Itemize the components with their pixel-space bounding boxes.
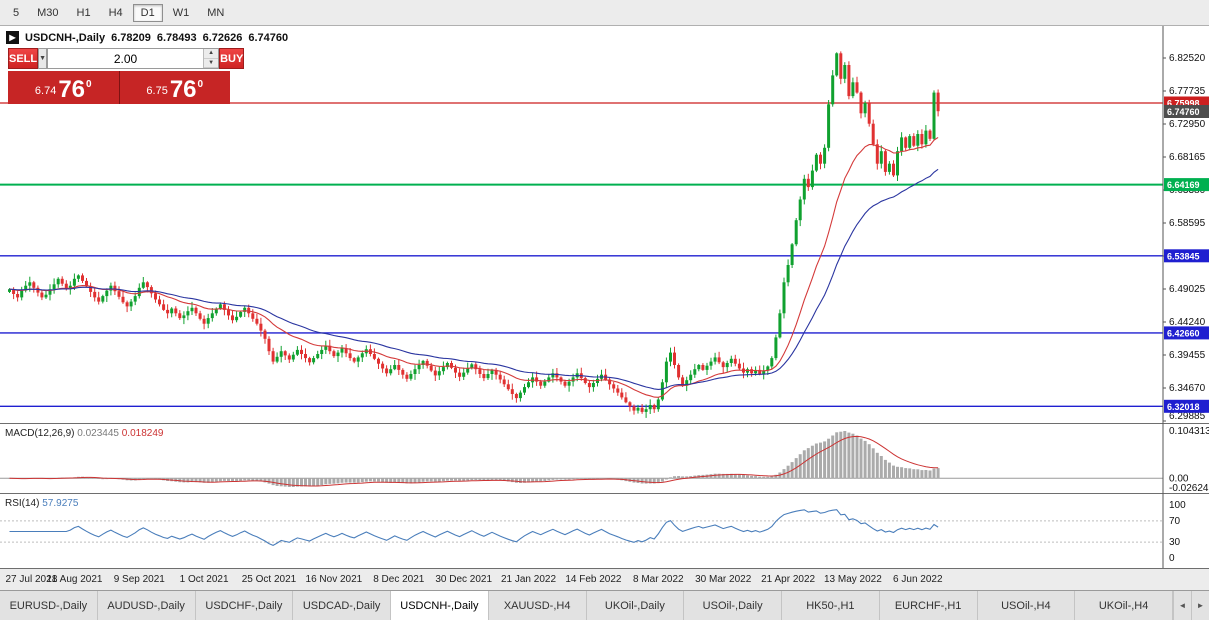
volume-field: ▲ ▼ bbox=[47, 48, 220, 69]
volume-up-button[interactable]: ▲ bbox=[204, 49, 219, 59]
svg-text:25 Oct 2021: 25 Oct 2021 bbox=[242, 574, 297, 585]
svg-text:21 Apr 2022: 21 Apr 2022 bbox=[761, 574, 815, 585]
svg-text:70: 70 bbox=[1169, 516, 1181, 527]
chevron-down-icon: ▼ bbox=[39, 55, 47, 62]
macd-panel: 0.104313 0.00-0.026249 MACD(12,26,9) 0.023… bbox=[0, 423, 1209, 493]
buy-price-big: 76 bbox=[169, 76, 197, 104]
one-click-panel-toggle-icon[interactable]: ▶ bbox=[6, 31, 19, 44]
symbol-tab-usdcad-daily[interactable]: USDCAD-,Daily bbox=[293, 591, 391, 620]
volume-down-button[interactable]: ▼ bbox=[204, 58, 219, 68]
ohlc-open: 6.78209 bbox=[111, 31, 151, 44]
volume-spinner: ▲ ▼ bbox=[203, 49, 219, 68]
timeframe-button-5[interactable]: 5 bbox=[5, 4, 27, 22]
svg-text:6.29885: 6.29885 bbox=[1169, 411, 1206, 422]
symbol-tab-usoil-h4[interactable]: USOil-,H4 bbox=[978, 591, 1076, 620]
svg-text:1 Oct 2021: 1 Oct 2021 bbox=[180, 574, 229, 585]
svg-text:100: 100 bbox=[1169, 500, 1186, 511]
svg-text:30: 30 bbox=[1169, 537, 1181, 548]
symbol-tab-usdchf-daily[interactable]: USDCHF-,Daily bbox=[196, 591, 294, 620]
ohlc-low: 6.72626 bbox=[202, 31, 243, 44]
volume-dropdown-button[interactable]: ▼ bbox=[38, 48, 48, 69]
svg-text:9 Sep 2021: 9 Sep 2021 bbox=[114, 574, 166, 585]
sell-price-sup: 0 bbox=[86, 79, 92, 90]
svg-text:14 Feb 2022: 14 Feb 2022 bbox=[565, 574, 622, 585]
buy-price-sup: 0 bbox=[197, 79, 204, 90]
svg-text:6.49025: 6.49025 bbox=[1169, 284, 1206, 295]
svg-text:0: 0 bbox=[1169, 553, 1175, 564]
volume-input[interactable] bbox=[48, 49, 204, 68]
symbol-tab-usdcnh-daily[interactable]: USDCNH-,Daily bbox=[391, 591, 489, 620]
svg-text:6 Jun 2022: 6 Jun 2022 bbox=[893, 574, 943, 585]
svg-text:18 Aug 2021: 18 Aug 2021 bbox=[46, 574, 103, 585]
tabs-scroll-left-button[interactable]: ◄ bbox=[1173, 591, 1191, 620]
svg-text:MACD(12,26,9) 0.023445 0.01824: MACD(12,26,9) 0.023445 0.018249 bbox=[5, 428, 164, 439]
symbol-tab-usoil-daily[interactable]: USOil-,Daily bbox=[684, 591, 782, 620]
svg-text:6.68165: 6.68165 bbox=[1169, 152, 1206, 163]
timeframe-button-d1[interactable]: D1 bbox=[132, 3, 163, 22]
svg-text:13 May 2022: 13 May 2022 bbox=[824, 574, 882, 585]
timeframe-button-h1[interactable]: H1 bbox=[69, 4, 99, 22]
svg-text:6.82520: 6.82520 bbox=[1169, 53, 1206, 64]
timeframe-toolbar: 5 M30 H1 H4 D1 W1 MN bbox=[0, 0, 1209, 26]
svg-text:6.34670: 6.34670 bbox=[1169, 383, 1206, 394]
svg-text:8 Mar 2022: 8 Mar 2022 bbox=[633, 574, 684, 585]
sell-price-display[interactable]: 6.74 76 0 bbox=[8, 71, 119, 104]
svg-text:21 Jan 2022: 21 Jan 2022 bbox=[501, 574, 556, 585]
one-click-trade-panel: SELL ▼ ▲ ▼ BUY 6.74 76 0 bbox=[8, 48, 245, 104]
symbol-tab-ukoil-h4[interactable]: UKOil-,H4 bbox=[1075, 591, 1173, 620]
ohlc-high: 6.78493 bbox=[156, 31, 197, 44]
chart-ohlc-header: ▶ USDCNH-,Daily 6.78209 6.78493 6.72626 … bbox=[6, 31, 288, 44]
symbol-tab-eurchf-h1[interactable]: EURCHF-,H1 bbox=[880, 591, 978, 620]
chart-symbol-title: USDCNH-,Daily bbox=[25, 31, 106, 44]
timeframe-button-mn[interactable]: MN bbox=[199, 4, 232, 22]
svg-text:8 Dec 2021: 8 Dec 2021 bbox=[373, 574, 425, 585]
sell-price-big: 76 bbox=[58, 76, 86, 104]
svg-text:-0.026249: -0.026249 bbox=[1169, 483, 1209, 493]
tabs-scroll-right-button[interactable]: ► bbox=[1191, 591, 1209, 620]
trade-panel-controls: SELL ▼ ▲ ▼ BUY bbox=[8, 48, 245, 69]
symbol-tab-xauusd-h4[interactable]: XAUUSD-,H4 bbox=[489, 591, 587, 620]
symbol-tab-hk50-h1[interactable]: HK50-,H1 bbox=[782, 591, 880, 620]
ohlc-close: 6.74760 bbox=[248, 31, 289, 44]
svg-text:6.42660: 6.42660 bbox=[1167, 328, 1200, 338]
symbol-tab-bar: EURUSD-,Daily AUDUSD-,Daily USDCHF-,Daily U… bbox=[0, 590, 1209, 620]
svg-text:6.53845: 6.53845 bbox=[1167, 251, 1200, 261]
svg-text:6.32018: 6.32018 bbox=[1167, 402, 1200, 412]
timeframe-button-w1[interactable]: W1 bbox=[165, 4, 198, 22]
svg-text:6.72950: 6.72950 bbox=[1169, 119, 1206, 130]
svg-text:6.77735: 6.77735 bbox=[1169, 86, 1206, 97]
svg-text:30 Dec 2021: 30 Dec 2021 bbox=[435, 574, 492, 585]
timeframe-button-m30[interactable]: M30 bbox=[29, 4, 66, 22]
svg-text:RSI(14) 57.9275: RSI(14) 57.9275 bbox=[5, 498, 79, 509]
svg-text:6.44240: 6.44240 bbox=[1169, 317, 1206, 328]
sell-price-prefix: 6.74 bbox=[34, 85, 57, 97]
svg-text:6.39455: 6.39455 bbox=[1169, 350, 1206, 361]
timeframe-button-h4[interactable]: H4 bbox=[101, 4, 131, 22]
svg-text:16 Nov 2021: 16 Nov 2021 bbox=[306, 574, 363, 585]
svg-text:6.75998: 6.75998 bbox=[1167, 99, 1200, 109]
trade-panel-prices: 6.74 76 0 6.75 76 0 bbox=[8, 71, 230, 104]
svg-text:6.64169: 6.64169 bbox=[1167, 180, 1200, 190]
chart-region: 6.825206.777356.729506.681656.633806.585… bbox=[0, 26, 1209, 590]
buy-price-display[interactable]: 6.75 76 0 bbox=[119, 71, 230, 104]
svg-text:30 Mar 2022: 30 Mar 2022 bbox=[695, 574, 752, 585]
buy-price-prefix: 6.75 bbox=[146, 85, 168, 97]
symbol-tab-ukoil-daily[interactable]: UKOil-,Daily bbox=[587, 591, 685, 620]
rsi-panel: 100 70 30 0 RSI(14) 57.9275 bbox=[0, 493, 1209, 568]
buy-button[interactable]: BUY bbox=[219, 48, 245, 69]
svg-text:0.104313: 0.104313 bbox=[1169, 426, 1209, 437]
symbol-tab-audusd-daily[interactable]: AUDUSD-,Daily bbox=[98, 591, 196, 620]
svg-text:6.74760: 6.74760 bbox=[1167, 107, 1200, 117]
svg-text:27 Jul 2021: 27 Jul 2021 bbox=[6, 574, 58, 585]
svg-text:0.00: 0.00 bbox=[1169, 473, 1189, 484]
sell-button[interactable]: SELL bbox=[8, 48, 39, 69]
symbol-tab-eurusd-daily[interactable]: EURUSD-,Daily bbox=[0, 591, 98, 620]
svg-text:6.58595: 6.58595 bbox=[1169, 218, 1206, 229]
